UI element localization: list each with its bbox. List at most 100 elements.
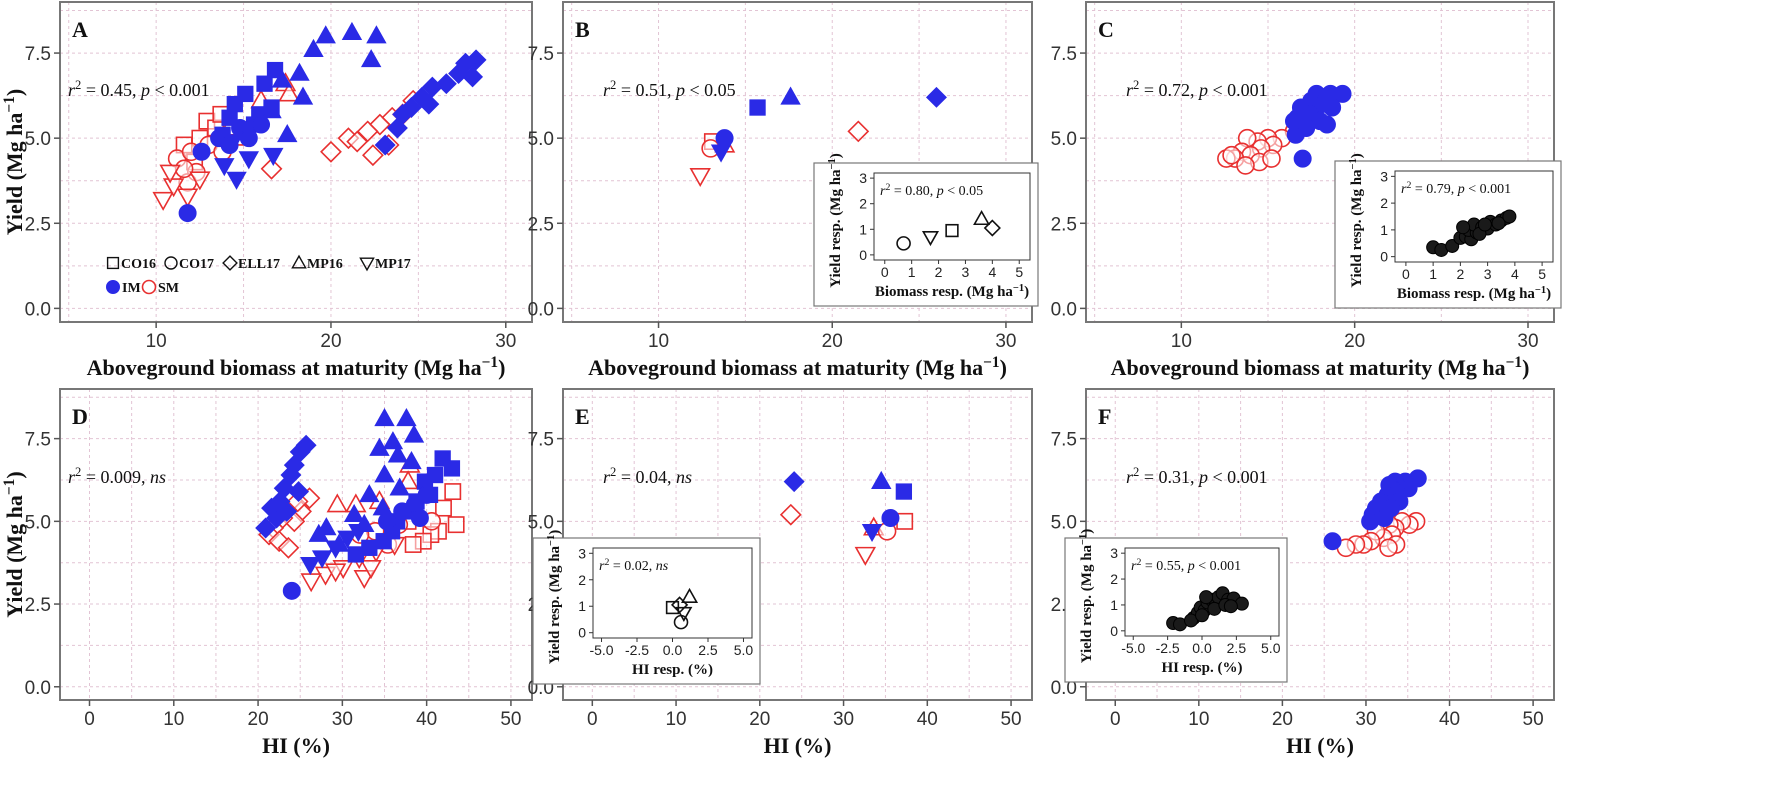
data-point-im — [360, 49, 382, 68]
panel-label: E — [575, 404, 590, 429]
data-point-im — [783, 471, 805, 493]
inset-stat-r: r — [1131, 559, 1137, 574]
panel-label: D — [72, 404, 88, 429]
legend-label-im: IM — [122, 281, 141, 296]
x-axis-label-sup: −1 — [983, 354, 999, 371]
inset-y-axis-label-text: Yield resp. (Mg ha — [1079, 544, 1095, 663]
inset-x-axis-label-text: Biomass resp. (Mg ha — [1397, 286, 1536, 302]
x-axis-label: Aboveground biomass at maturity (Mg ha−1… — [87, 354, 506, 381]
inset-y-axis-label-sup: −1 — [827, 158, 838, 169]
inset-x-tick-label: 2.5 — [698, 642, 718, 658]
data-point-im — [393, 502, 412, 521]
inset-x-tick-label: 2 — [1456, 266, 1464, 282]
x-axis-label-end: ) — [498, 355, 505, 380]
data-point-im — [277, 123, 298, 143]
x-axis-label: HI (%) — [1286, 733, 1354, 758]
x-tick-label: 50 — [1523, 709, 1544, 730]
stat-annotation-eq: = 0.009, — [81, 467, 150, 487]
inset-data-point — [673, 614, 689, 630]
inset-y-axis-label-sup: −1 — [1078, 534, 1089, 545]
data-point-sm — [278, 82, 300, 102]
stat-annotation-sup: 2 — [1133, 465, 1139, 479]
plot-frame — [562, 1, 1033, 323]
data-point-im — [465, 49, 487, 71]
data-point-im — [410, 509, 429, 528]
data-point-im — [871, 470, 892, 489]
stat-annotation-ns: ns — [676, 467, 692, 487]
data-point-sm — [356, 120, 379, 143]
stat-annotation-sup: 2 — [75, 78, 81, 92]
data-point-im — [881, 509, 900, 528]
inset-x-tick-label: 0 — [1402, 266, 1410, 282]
x-tick-label: 30 — [332, 709, 353, 730]
panel-D: 0 10 20 30 40 50 0.0 2.5 5.0 7.5 HI (%) Yield (Mg h… — [1, 388, 533, 758]
inset-y-tick-label: 3 — [1380, 168, 1388, 184]
inset-plot-frame — [873, 172, 1031, 261]
data-point-im — [448, 63, 470, 84]
data-point-sm — [847, 120, 870, 143]
plot-frame — [59, 1, 533, 323]
inset-x-axis-label-text: Biomass resp. (Mg ha — [875, 284, 1014, 300]
inset-stat-ptext: < 0.05 — [944, 184, 983, 199]
data-point-im — [710, 144, 732, 163]
stat-annotation-eq: = 0.31, — [1139, 467, 1199, 487]
inset-x-tick-label: -5.0 — [1121, 640, 1145, 656]
inset-stat-eq: = 0.80, — [890, 184, 936, 199]
data-point-im — [315, 25, 336, 44]
inset-data-point — [1456, 220, 1471, 235]
inset-y-tick-label: 0 — [1380, 249, 1388, 265]
data-point-sm — [779, 503, 802, 526]
legend-label-sm: SM — [158, 281, 179, 296]
data-point-sm — [176, 188, 199, 208]
data-point-sm — [362, 144, 384, 167]
x-axis-label-text: Aboveground biomass at maturity (Mg ha — [1111, 355, 1506, 380]
stat-annotation-eq: = 0.04, — [616, 467, 676, 487]
inset-x-axis-label: Biomass resp. (Mg ha−1) — [875, 283, 1029, 301]
data-point-sm — [346, 130, 369, 153]
data-point-im — [238, 151, 260, 170]
legend-marker-co16 — [106, 256, 120, 270]
data-point-im — [443, 460, 461, 477]
data-point-im — [341, 21, 363, 40]
data-point-im — [895, 483, 913, 500]
data-point-im — [378, 512, 397, 531]
y-tick-label: 0.0 — [1051, 678, 1077, 699]
y-axis-label-text: Yield (Mg ha — [2, 495, 27, 618]
inset-stat-ptext: < 0.001 — [1195, 559, 1241, 574]
legend-marker-co17 — [164, 256, 178, 270]
data-point-im — [389, 477, 410, 496]
inset-y-axis-label: Yield resp. (Mg ha−1) — [1078, 529, 1096, 664]
inset-x-tick-label: 1 — [908, 264, 916, 280]
data-point-im — [861, 523, 883, 543]
inset-x-tick-label: 0.0 — [663, 642, 683, 658]
data-point-sm — [1379, 538, 1398, 558]
data-point-im — [435, 73, 457, 95]
data-point-im — [255, 517, 277, 539]
inset-x-axis-label: HI resp. (%) — [632, 662, 713, 678]
x-axis-label-end: ) — [1000, 355, 1007, 380]
x-axis-label-sup: −1 — [1506, 354, 1522, 371]
inset-stat-ptext: < 0.001 — [1465, 182, 1511, 197]
data-point-im — [178, 204, 197, 223]
inset-x-axis-label-end: ) — [1024, 284, 1029, 300]
legend-label-co17: CO17 — [179, 257, 214, 272]
stat-annotation-r: r — [603, 467, 611, 487]
y-tick-label: 7.5 — [528, 430, 554, 451]
inset-data-point — [896, 236, 911, 251]
data-point-im — [1293, 149, 1312, 168]
data-point-sm — [300, 573, 322, 593]
x-tick-label: 20 — [749, 709, 770, 730]
y-tick-label: 0.0 — [25, 299, 51, 320]
x-axis-label: Aboveground biomass at maturity (Mg ha−1… — [588, 354, 1007, 381]
x-tick-label: 20 — [248, 709, 269, 730]
inset-y-tick-label: 3 — [578, 545, 586, 561]
data-point-im — [239, 129, 258, 148]
inset-y-tick-label: 3 — [1110, 545, 1118, 561]
y-tick-label: 0.0 — [25, 678, 51, 699]
stat-annotation-ptext: < 0.05 — [685, 80, 736, 100]
inset-y-axis-label-text: Yield resp. (Mg ha — [1349, 169, 1365, 288]
x-axis-label-end: ) — [1522, 355, 1529, 380]
